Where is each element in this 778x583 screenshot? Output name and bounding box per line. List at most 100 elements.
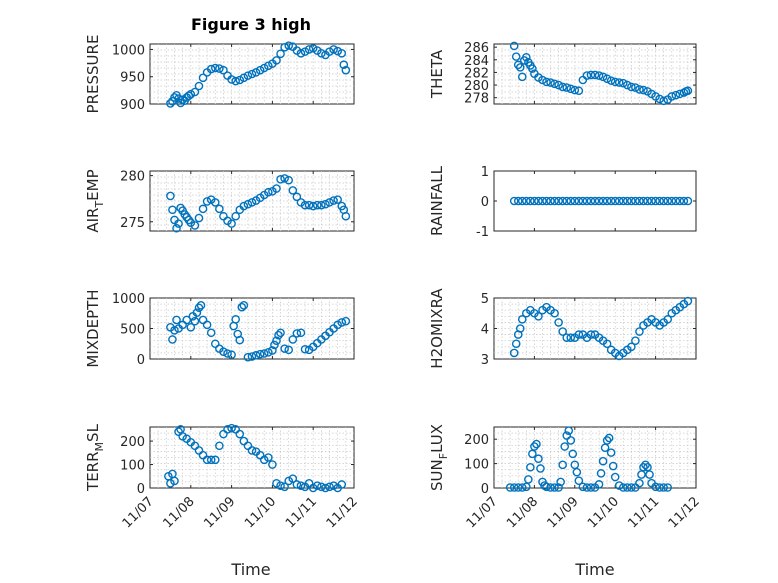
data-point [598, 456, 608, 466]
data-point [536, 464, 545, 473]
data-point [276, 49, 285, 59]
data-point [276, 328, 285, 338]
data-point [554, 483, 563, 492]
data-point [296, 328, 306, 338]
data-point [596, 469, 606, 478]
data-point [594, 196, 604, 206]
data-point [663, 483, 673, 492]
data-point [300, 344, 310, 354]
data-point [288, 474, 298, 483]
data-point [659, 196, 668, 206]
data-point [190, 221, 200, 230]
data-point [223, 349, 232, 358]
data-point [608, 461, 618, 471]
data-point [296, 48, 306, 58]
figure-title: Figure 3 high [191, 15, 311, 34]
data-point [623, 483, 632, 492]
data-point [284, 41, 294, 50]
subplot-3: 275 280 AIRTEMP [84, 169, 355, 233]
data-point [174, 219, 183, 228]
data-point [635, 85, 644, 94]
x-tick-label: 11/12 [666, 494, 703, 531]
data-point [515, 63, 525, 72]
data-point [184, 91, 194, 101]
y-tick-label: 100 [120, 459, 145, 474]
data-point [598, 196, 608, 206]
data-point [329, 45, 338, 54]
data-point [645, 470, 654, 479]
data-point [231, 76, 240, 86]
data-point [538, 75, 547, 85]
data-point [272, 336, 281, 346]
data-point [610, 196, 620, 206]
data-point [572, 467, 582, 477]
data-point [325, 482, 334, 492]
data-point [317, 482, 326, 492]
data-point [546, 483, 555, 492]
data-point [627, 483, 636, 492]
data-point [586, 330, 596, 339]
data-point [172, 223, 181, 233]
data-point [231, 211, 240, 221]
data-point [166, 191, 175, 201]
x-axis-label-left: Time [230, 560, 270, 579]
data-point [198, 204, 208, 214]
data-point [300, 200, 310, 210]
data-point [550, 308, 559, 318]
data-point [325, 47, 334, 56]
data-point [337, 318, 347, 327]
data-point [582, 71, 592, 80]
subplot-5: 0 500 1000 MIXDEPTH [84, 289, 355, 368]
data-point [614, 78, 624, 87]
data-point [655, 94, 664, 104]
data-point [582, 196, 592, 206]
y-axis-label-main: THETA [428, 49, 446, 99]
data-point [308, 44, 318, 53]
data-point [513, 196, 523, 206]
subplot-8: 0 100 200 SUNFLUX 11/07 11/08 11/09 11/10 11/11 1… [428, 424, 703, 531]
data-point [534, 454, 543, 464]
data-point [284, 175, 294, 185]
data-point [562, 333, 572, 342]
data-point [272, 184, 281, 193]
data-point [272, 56, 281, 65]
data-point [639, 196, 648, 206]
y-axis-label: SUNFLUX [428, 424, 450, 491]
x-axis-label-right: Time [574, 560, 614, 579]
data-point [168, 335, 177, 344]
y-tick-label: 900 [120, 98, 145, 113]
data-point [341, 316, 351, 326]
data-point [235, 335, 245, 345]
data-point [215, 64, 224, 73]
y-axis-label-rest: EMP [84, 169, 102, 200]
data-point [182, 315, 192, 325]
data-point [251, 68, 261, 77]
data-point [594, 71, 604, 80]
data-point [206, 328, 216, 338]
data-point [635, 327, 644, 336]
data-point [526, 196, 535, 206]
y-tick-label: 0 [481, 482, 489, 497]
data-point [522, 196, 531, 206]
y-tick-label: 0 [481, 195, 489, 210]
data-point [558, 460, 567, 470]
data-point [647, 196, 656, 206]
data-point [206, 64, 216, 74]
data-point [509, 483, 519, 492]
data-point [243, 71, 253, 80]
data-point [280, 344, 289, 353]
data-point [554, 196, 563, 206]
data-point [590, 70, 600, 80]
data-point [546, 78, 555, 87]
data-point [312, 200, 322, 210]
x-tick-label: 11/07 [120, 494, 157, 531]
y-axis-label: THETA [428, 49, 446, 99]
data-point [243, 352, 253, 362]
data-point [627, 196, 636, 206]
y-axis-label-main: AIR [84, 208, 102, 233]
data-point [235, 429, 245, 439]
data-point [251, 351, 261, 360]
